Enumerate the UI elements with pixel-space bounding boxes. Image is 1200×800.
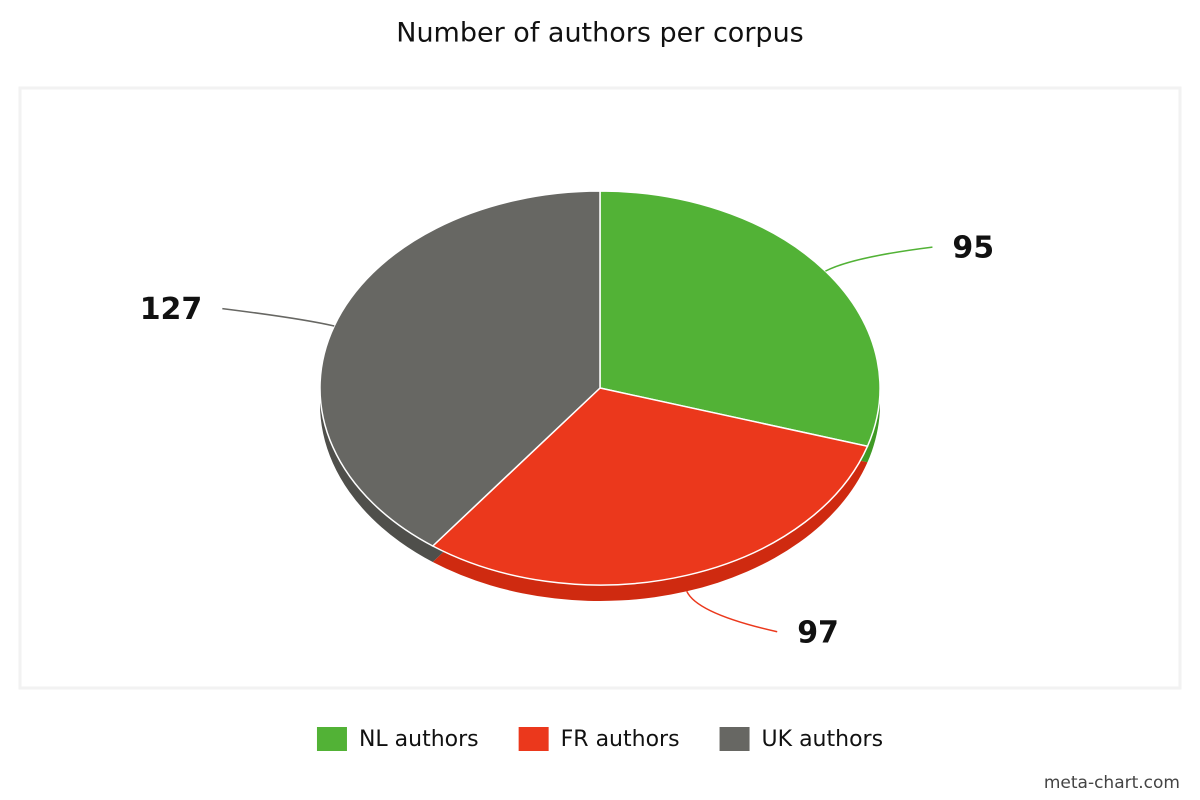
data-label: 95 [952, 231, 994, 266]
legend-swatch [719, 727, 750, 751]
plot-frame [18, 86, 1182, 690]
slice [431, 387, 869, 586]
leader-line [222, 307, 335, 327]
legend-swatch [316, 727, 347, 751]
legend-label: FR authors [561, 727, 680, 752]
slice [599, 190, 881, 448]
data-label: 97 [797, 615, 839, 650]
slice [319, 190, 601, 547]
chart-title: Number of authors per corpus [396, 18, 804, 49]
data-label: 127 [140, 292, 203, 327]
leader-line [825, 246, 933, 272]
legend-label: NL authors [359, 727, 479, 752]
credit: meta-chart.com [1044, 773, 1180, 793]
leader-line [686, 590, 778, 633]
legend-label: UK authors [762, 727, 883, 752]
legend-swatch [518, 727, 549, 751]
